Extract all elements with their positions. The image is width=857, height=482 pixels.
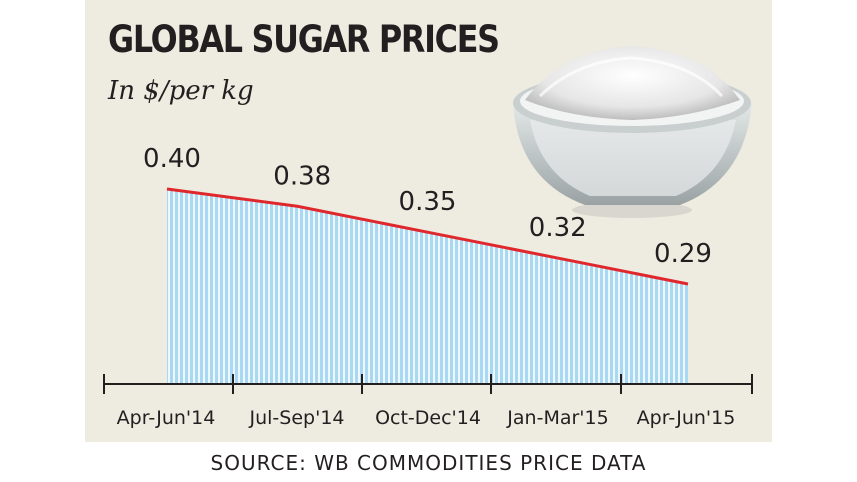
data-label-2: 0.35 xyxy=(399,187,457,217)
price-area-fill xyxy=(167,189,688,383)
data-label-1: 0.38 xyxy=(273,161,331,191)
price-line xyxy=(166,187,689,286)
category-label-4: Apr-Jun'15 xyxy=(637,407,736,429)
category-label-3: Jan-Mar'15 xyxy=(506,407,608,429)
category-label-0: Apr-Jun'14 xyxy=(117,407,216,429)
source-note: SOURCE: WB COMMODITIES PRICE DATA xyxy=(210,451,647,475)
category-label-1: Jul-Sep'14 xyxy=(249,407,345,429)
data-label-4: 0.29 xyxy=(654,239,712,269)
chart-title: GLOBAL SUGAR PRICES xyxy=(108,18,500,61)
price-chart: 0.40 0.38 0.35 0.32 0.29 Apr-Jun'14 Jul-… xyxy=(103,46,753,429)
category-label-2: Oct-Dec'14 xyxy=(375,407,481,429)
sugar-bowl-icon xyxy=(513,46,752,218)
data-label-3: 0.32 xyxy=(529,213,587,243)
data-label-0: 0.40 xyxy=(143,144,201,174)
chart-subtitle: In $/per kg xyxy=(108,76,254,106)
